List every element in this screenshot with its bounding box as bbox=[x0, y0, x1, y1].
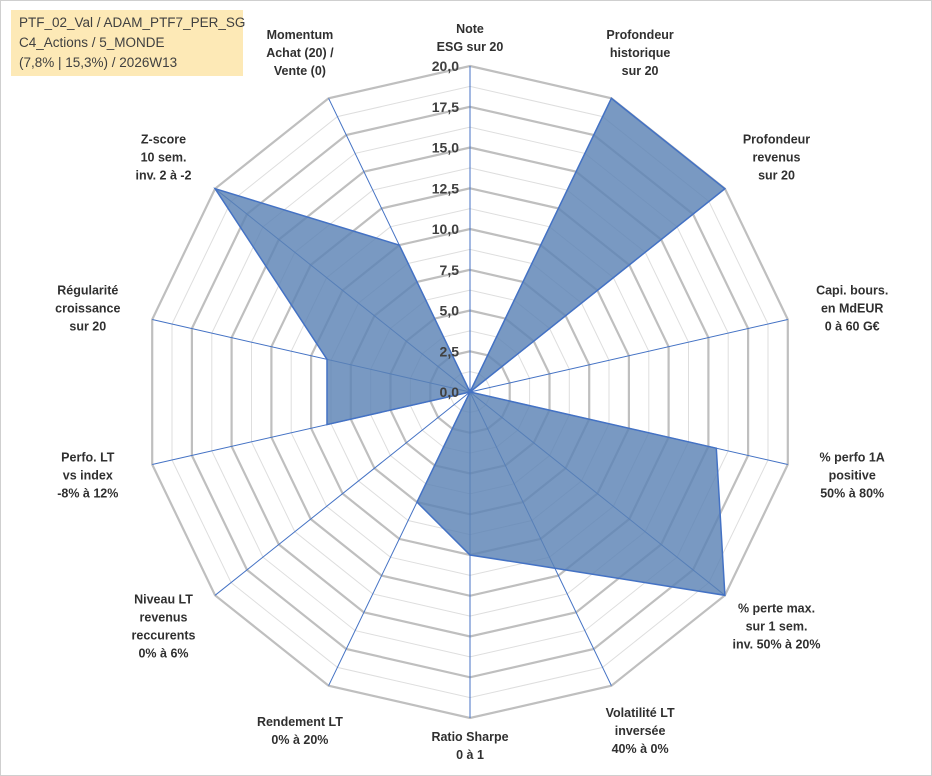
tick-label: 12,5 bbox=[432, 180, 459, 196]
category-label-line: -8% à 12% bbox=[57, 487, 118, 501]
category-label-line: Achat (20) / bbox=[266, 46, 334, 60]
category-label-line: Régularité bbox=[57, 283, 118, 297]
category-label-line: 10 sem. bbox=[141, 151, 187, 165]
category-label: Volatilité LT inversée 40% à 0% bbox=[606, 706, 675, 756]
info-line-3: (7,8% | 15,3%) / 2026W13 bbox=[19, 55, 178, 70]
category-label-line: % perfo 1A bbox=[820, 451, 885, 465]
axis-spoke bbox=[469, 319, 788, 393]
category-label-line: 0% à 20% bbox=[271, 733, 328, 747]
category-label-line: historique bbox=[610, 46, 670, 60]
category-label-line: Vente (0) bbox=[274, 64, 326, 78]
category-label-line: 40% à 0% bbox=[612, 742, 669, 756]
category-label-line: sur 20 bbox=[69, 319, 106, 333]
category-label-line: Note bbox=[456, 22, 484, 36]
tick-label: 2,5 bbox=[440, 343, 460, 359]
category-label-line: ESG sur 20 bbox=[437, 40, 504, 54]
category-label-line: 50% à 80% bbox=[820, 487, 884, 501]
category-label-line: revenus bbox=[753, 151, 801, 165]
category-label-line: Ratio Sharpe bbox=[431, 730, 508, 744]
category-label-line: inversée bbox=[615, 724, 666, 738]
category-label-line: inv. 50% à 20% bbox=[732, 637, 820, 651]
category-label: Momentum Achat (20) / Vente (0) bbox=[266, 28, 334, 78]
category-label: Ratio Sharpe 0 à 1 bbox=[431, 730, 508, 762]
category-label-line: 0% à 6% bbox=[138, 646, 188, 660]
category-label-line: Capi. bours. bbox=[816, 283, 888, 297]
category-labels: Note ESG sur 20 Profondeur historique sur 20… bbox=[55, 22, 888, 762]
category-label-line: Profondeur bbox=[743, 133, 810, 147]
category-label: % perte max. sur 1 sem. inv. 50% à 20% bbox=[732, 601, 820, 651]
category-label: Profondeur historique sur 20 bbox=[606, 28, 673, 78]
tick-label: 7,5 bbox=[440, 262, 460, 278]
category-label: % perfo 1A positive 50% à 80% bbox=[820, 451, 885, 501]
category-label-line: 0 à 60 G€ bbox=[825, 319, 880, 333]
category-label-line: croissance bbox=[55, 301, 120, 315]
category-label-line: Perfo. LT bbox=[61, 451, 115, 465]
category-label: Niveau LT revenus reccurents 0% à 6% bbox=[132, 592, 196, 660]
category-label-line: Niveau LT bbox=[134, 592, 193, 606]
category-label-line: inv. 2 à -2 bbox=[135, 169, 191, 183]
tick-label: 5,0 bbox=[440, 303, 460, 319]
category-label-line: reccurents bbox=[132, 628, 196, 642]
category-label-line: revenus bbox=[140, 610, 188, 624]
radial-tick-labels: 0,0 2,5 5,0 7,5 10,0 12,5 15,0 17,5 20,0 bbox=[432, 58, 459, 400]
tick-label: 0,0 bbox=[440, 384, 460, 400]
series-layer bbox=[213, 97, 727, 597]
category-label-line: sur 1 sem. bbox=[746, 619, 808, 633]
category-label: Note ESG sur 20 bbox=[437, 22, 504, 54]
category-label-line: Profondeur bbox=[606, 28, 673, 42]
category-label: Rendement LT 0% à 20% bbox=[257, 715, 343, 747]
category-label-line: Momentum bbox=[267, 28, 334, 42]
axis-spoke bbox=[214, 391, 471, 596]
category-label-line: Volatilité LT bbox=[606, 706, 675, 720]
portfolio-info-box: PTF_02_Val / ADAM_PTF7_PER_SG C4_Actions… bbox=[11, 10, 246, 76]
tick-label: 10,0 bbox=[432, 221, 459, 237]
category-label: Profondeur revenus sur 20 bbox=[743, 133, 810, 183]
category-label: Capi. bours. en MdEUR 0 à 60 G€ bbox=[816, 283, 888, 333]
tick-label: 20,0 bbox=[432, 58, 459, 74]
info-line-2: C4_Actions / 5_MONDE bbox=[19, 35, 165, 50]
category-label-line: sur 20 bbox=[622, 64, 659, 78]
category-label-line: Z-score bbox=[141, 133, 186, 147]
category-label-line: Rendement LT bbox=[257, 715, 343, 729]
info-line-1: PTF_02_Val / ADAM_PTF7_PER_SG bbox=[19, 15, 246, 30]
category-label: Z-score 10 sem. inv. 2 à -2 bbox=[135, 133, 191, 183]
category-label-line: % perte max. bbox=[738, 601, 815, 615]
category-label-line: vs index bbox=[63, 469, 113, 483]
category-label: Régularité croissance sur 20 bbox=[55, 283, 120, 333]
category-label: Perfo. LT vs index -8% à 12% bbox=[57, 451, 118, 501]
tick-label: 15,0 bbox=[432, 140, 459, 156]
category-label-line: 0 à 1 bbox=[456, 748, 484, 762]
category-label-line: positive bbox=[829, 469, 876, 483]
category-label-line: en MdEUR bbox=[821, 301, 884, 315]
series-area bbox=[213, 97, 727, 597]
tick-label: 17,5 bbox=[432, 99, 459, 115]
category-label-line: sur 20 bbox=[758, 169, 795, 183]
